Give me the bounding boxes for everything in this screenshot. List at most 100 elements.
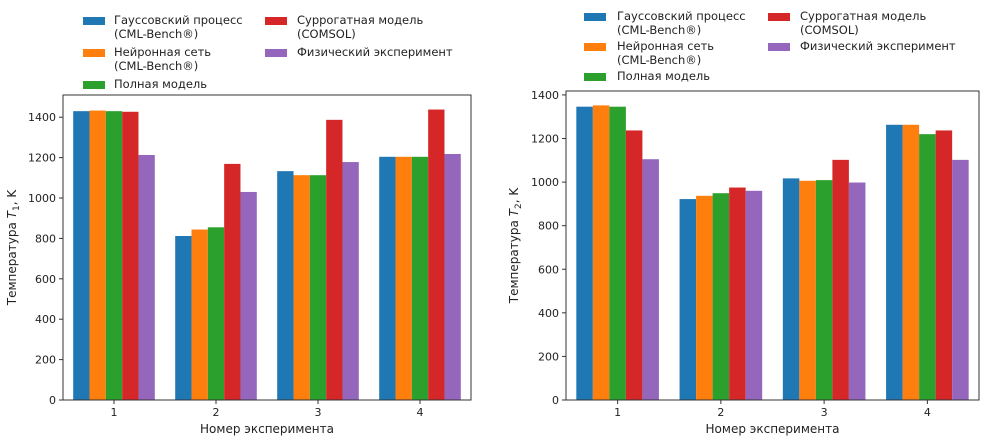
legend-label-line: (CML-Bench®) — [114, 59, 198, 73]
bar-series3-exp1 — [105, 111, 123, 401]
legend-entry-4: Суррогатная модель (COMSOL) — [265, 13, 423, 41]
legend-entry-1: Гауссовский процесс (CML-Bench®) — [83, 13, 243, 41]
legend-label-line: Суррогатная модель — [297, 13, 423, 27]
legend-entry-1: Гауссовский процесс (CML-Bench®) — [584, 9, 746, 37]
bar-series5-exp3 — [342, 162, 359, 400]
y-axis-label-sub: 1 — [12, 205, 22, 211]
legend-entry-3: Полная модель — [83, 77, 207, 91]
legend-label: Гауссовский процесс (CML-Bench®) — [114, 13, 243, 41]
y-tick-label: 400 — [538, 307, 559, 320]
legend-entry-3: Полная модель — [584, 69, 710, 83]
bar-series1-exp3 — [782, 178, 800, 400]
legend-swatch — [768, 43, 790, 51]
bar-series2-exp2 — [696, 195, 713, 400]
plot-frame — [565, 90, 980, 401]
legend-label-line: Гауссовский процесс — [617, 9, 746, 23]
legend-label-line: (CML-Bench®) — [114, 27, 198, 41]
x-tick-label: 4 — [924, 406, 931, 419]
bar-series1-exp2 — [175, 235, 192, 400]
y-tick-label: 1400 — [531, 89, 559, 102]
bar-series5-exp1 — [138, 154, 155, 400]
y-axis-label-prefix: Температура — [5, 218, 19, 306]
x-tick-label: 3 — [821, 406, 828, 419]
bar-series3-exp3 — [815, 180, 833, 400]
legend-swatch — [768, 13, 790, 21]
legend-label-line: Гауссовский процесс — [114, 13, 243, 27]
bar-series4-exp3 — [832, 159, 849, 400]
legend-label-line: (COMSOL) — [800, 23, 859, 37]
bar-series4-exp1 — [122, 111, 139, 401]
legend-label: Нейронная сеть (CML-Bench®) — [617, 39, 714, 67]
y-tick-label: 200 — [35, 354, 56, 367]
legend-label: Суррогатная модель (COMSOL) — [800, 9, 926, 37]
chart-1: 0 200 400 600 800 1000 1200 1400 1 2 3 4 Номер экспе… — [5, 13, 472, 436]
bar-series5-exp1 — [642, 159, 659, 400]
y-axis-label-suffix: , K — [5, 189, 19, 206]
bar-series3-exp1 — [609, 106, 626, 401]
bar-series5-exp3 — [848, 182, 866, 400]
legend-swatch — [83, 49, 105, 57]
y-tick-label: 400 — [35, 313, 56, 326]
legend-entry-2: Нейронная сеть (CML-Bench®) — [83, 45, 211, 73]
legend-label: Физический эксперимент — [800, 39, 956, 53]
legend-label-line: (CML-Bench®) — [617, 53, 701, 67]
legend-swatch — [584, 73, 606, 81]
legend-swatch — [265, 17, 287, 25]
bar-series5-exp4 — [444, 153, 461, 400]
legend-swatch — [265, 49, 287, 57]
y-tick-label: 1000 — [531, 176, 559, 189]
bar-series2-exp2 — [191, 229, 208, 400]
bar-series3-exp4 — [411, 156, 429, 400]
y-axis-label-sub: 2 — [514, 203, 524, 209]
x-tick-label: 1 — [614, 406, 621, 419]
legend-label-line: (COMSOL) — [297, 27, 356, 41]
bar-series4-exp3 — [326, 119, 343, 401]
x-tick-label: 1 — [111, 406, 118, 419]
legend-label: Полная модель — [617, 69, 710, 83]
bar-series4-exp4 — [935, 130, 953, 400]
y-tick-label: 600 — [35, 273, 56, 286]
bar-series3-exp2 — [207, 227, 225, 400]
legend-label: Полная модель — [114, 77, 207, 91]
bar-series1-exp2 — [679, 199, 697, 400]
y-tick-label: 1200 — [28, 152, 56, 165]
legend-label-line: Физический эксперимент — [297, 45, 453, 59]
x-axis-label: Номер эксперимента — [200, 422, 334, 436]
legend-label-line: Нейронная сеть — [114, 45, 211, 59]
legend-label-line: Нейронная сеть — [617, 39, 714, 53]
y-axis-label-prefix: Температура — [507, 216, 521, 304]
y-axis-label: Температура T2, K — [507, 187, 524, 305]
bar-series4-exp2 — [224, 163, 241, 400]
legend-swatch — [584, 13, 606, 21]
bar-series1-exp1 — [73, 111, 90, 401]
bar-series3-exp3 — [309, 175, 327, 400]
bar-series2-exp1 — [89, 110, 106, 400]
y-axis-label-var: T — [507, 207, 521, 216]
y-tick-label: 0 — [49, 394, 56, 407]
bar-series5-exp2 — [240, 191, 257, 400]
y-axis-label-var: T — [5, 209, 19, 218]
y-tick-label: 200 — [538, 350, 559, 363]
bar-series5-exp4 — [952, 159, 969, 400]
y-tick-label: 1200 — [531, 133, 559, 146]
x-axis-label: Номер эксперимента — [706, 422, 840, 436]
legend-entry-2: Нейронная сеть (CML-Bench®) — [584, 39, 714, 67]
bar-series2-exp4 — [395, 156, 412, 400]
chart-2: 0 200 400 600 800 1000 1200 1400 1 2 3 4 Номер экспе… — [507, 9, 980, 436]
bar-series3-exp4 — [919, 134, 936, 401]
legend-swatch — [584, 43, 606, 51]
y-axis-label-suffix: , K — [507, 187, 521, 204]
y-tick-label: 0 — [552, 394, 559, 407]
legend: Гауссовский процесс (CML-Bench®)Нейронная… — [83, 13, 453, 91]
legend-swatch — [83, 81, 105, 89]
y-tick-label: 800 — [538, 220, 559, 233]
bar-series2-exp3 — [799, 180, 816, 400]
legend-label-line: Полная модель — [114, 77, 207, 91]
bar-series4-exp2 — [729, 187, 746, 400]
y-tick-label: 600 — [538, 263, 559, 276]
bar-series1-exp3 — [277, 171, 294, 400]
bar-series1-exp1 — [576, 106, 593, 401]
x-tick-label: 4 — [417, 406, 424, 419]
x-tick-label: 2 — [213, 406, 220, 419]
